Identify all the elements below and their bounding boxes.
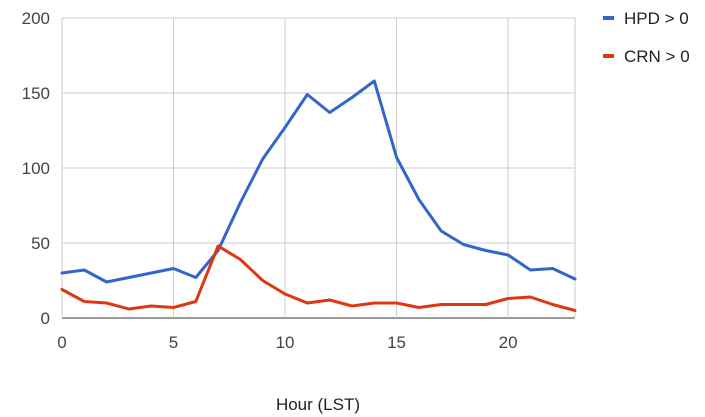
x-tick-label: 15 [387, 333, 406, 352]
y-tick-label: 200 [22, 9, 50, 28]
legend-label: HPD > 0 [624, 9, 689, 28]
tick-layer: 0 50 100 150 200 0 5 10 15 20 [22, 9, 518, 352]
x-tick-label: 5 [169, 333, 178, 352]
x-tick-label: 20 [499, 333, 518, 352]
series-line-2 [60, 244, 577, 312]
y-tick-label: 0 [41, 309, 50, 328]
y-tick-label: 50 [31, 234, 50, 253]
x-tick-label: 10 [276, 333, 295, 352]
grid-layer [61, 17, 576, 319]
legend-label: CRN > 0 [624, 47, 690, 66]
series-line-1 [60, 79, 577, 284]
x-axis-title: Hour (LST) [276, 395, 360, 414]
x-tick-label: 0 [57, 333, 66, 352]
legend: HPD > 0 CRN > 0 [603, 9, 690, 66]
y-tick-label: 150 [22, 84, 50, 103]
series-layer [60, 79, 577, 312]
y-tick-label: 100 [22, 159, 50, 178]
